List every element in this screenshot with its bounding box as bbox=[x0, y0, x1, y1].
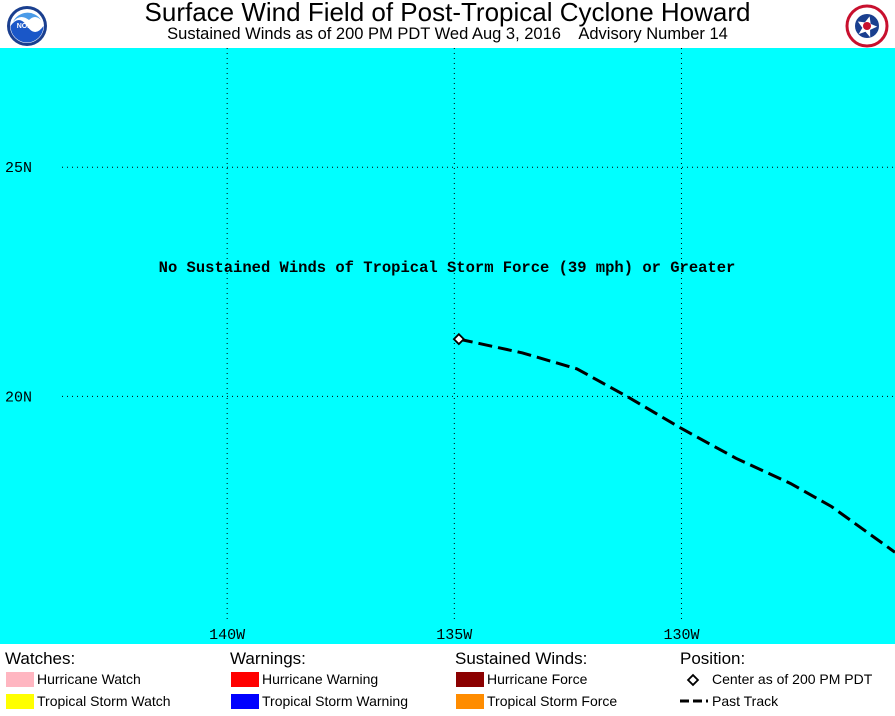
longitude-label: 140W bbox=[209, 627, 245, 644]
center-position-label: Center as of 200 PM PDT bbox=[712, 671, 873, 687]
storm-center-diamond-icon bbox=[452, 332, 466, 346]
hurricane-force-swatch bbox=[456, 672, 484, 687]
latitude-label: 20N bbox=[5, 389, 32, 406]
grid-labels: 25N 20N 140W 135W 130W bbox=[5, 160, 699, 644]
latitude-label: 25N bbox=[5, 160, 32, 177]
legend: Watches: Hurricane Watch Tropical Storm … bbox=[0, 644, 895, 716]
page-title: Surface Wind Field of Post-Tropical Cycl… bbox=[144, 0, 751, 27]
hurricane-warning-label: Hurricane Warning bbox=[262, 671, 379, 687]
wind-field-map: 25N 20N 140W 135W 130W No Sustained Winds of… bbox=[0, 48, 895, 644]
page-subtitle: Sustained Winds as of 200 PM PDT Wed Aug… bbox=[167, 25, 728, 43]
tropical-storm-warning-swatch bbox=[231, 694, 259, 709]
tropical-storm-watch-label: Tropical Storm Watch bbox=[37, 693, 171, 709]
hurricane-watch-label: Hurricane Watch bbox=[37, 671, 141, 687]
warnings-heading: Warnings: bbox=[230, 649, 306, 668]
sustained-winds-heading: Sustained Winds: bbox=[455, 649, 588, 668]
past-track-label: Past Track bbox=[712, 693, 779, 709]
svg-text:NOAA: NOAA bbox=[17, 23, 38, 30]
center-diamond-icon bbox=[686, 673, 700, 692]
tropical-storm-force-label: Tropical Storm Force bbox=[487, 693, 618, 709]
noaa-logo-icon: NOAA bbox=[5, 4, 49, 48]
position-heading: Position: bbox=[680, 649, 746, 668]
tropical-storm-force-swatch bbox=[456, 694, 484, 709]
longitude-label: 130W bbox=[663, 627, 699, 644]
past-track-dashed-line-icon bbox=[679, 694, 709, 713]
tropical-storm-watch-swatch bbox=[6, 694, 34, 709]
lat-lon-grid bbox=[62, 48, 895, 622]
hurricane-force-label: Hurricane Force bbox=[487, 671, 588, 687]
past-track-line bbox=[458, 337, 895, 554]
longitude-label: 135W bbox=[436, 627, 472, 644]
hurricane-warning-swatch bbox=[231, 672, 259, 687]
ocean-background bbox=[0, 48, 895, 644]
header: NOAA Surface Wind Field of Post-Tropical… bbox=[0, 0, 895, 48]
no-winds-message: No Sustained Winds of Tropical Storm For… bbox=[159, 259, 736, 277]
nws-logo-icon bbox=[845, 4, 889, 48]
hurricane-watch-swatch bbox=[6, 672, 34, 687]
tropical-storm-warning-label: Tropical Storm Warning bbox=[262, 693, 409, 709]
watches-heading: Watches: bbox=[5, 649, 76, 668]
